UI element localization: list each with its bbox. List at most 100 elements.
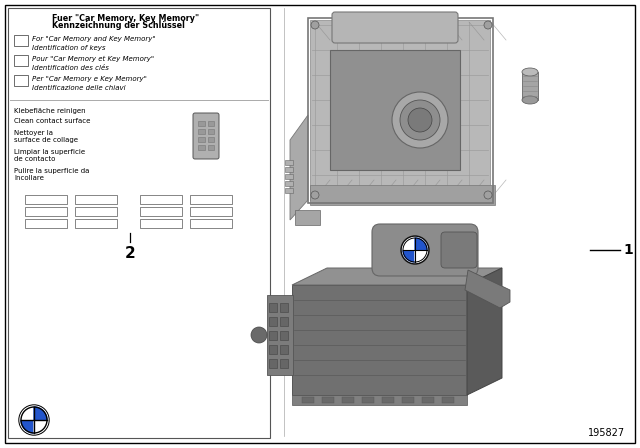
Bar (362, 397, 374, 403)
Bar (382, 397, 394, 403)
Text: 2: 2 (125, 246, 136, 261)
Wedge shape (34, 420, 47, 433)
Bar (190, 207, 232, 216)
Bar (308, 18, 493, 203)
Bar (280, 331, 288, 340)
Ellipse shape (522, 68, 538, 76)
Bar (285, 167, 293, 172)
FancyBboxPatch shape (193, 113, 219, 159)
Bar (140, 207, 182, 216)
Wedge shape (21, 407, 34, 420)
Bar (25, 207, 67, 216)
Text: 195827: 195827 (588, 428, 625, 438)
Bar (75, 219, 117, 228)
Bar (14, 35, 28, 46)
Text: Nettoyer la: Nettoyer la (14, 130, 53, 136)
Bar (25, 219, 67, 228)
Polygon shape (290, 115, 308, 220)
Circle shape (19, 405, 49, 435)
Text: Clean contact surface: Clean contact surface (14, 118, 90, 124)
Bar (285, 160, 293, 165)
Polygon shape (467, 268, 502, 395)
Bar (267, 295, 293, 375)
Text: For "Car Memory and Key Memory"
Identification of keys: For "Car Memory and Key Memory" Identifi… (32, 36, 156, 51)
Circle shape (20, 406, 48, 434)
Text: Per "Car Memory e Key Memory"
Identificazione delle chiavi: Per "Car Memory e Key Memory" Identifica… (32, 76, 147, 90)
Circle shape (392, 92, 448, 148)
Circle shape (401, 236, 429, 264)
Circle shape (484, 191, 492, 199)
Bar (208, 145, 214, 150)
Bar (285, 181, 293, 186)
Bar (198, 129, 205, 134)
Text: Incollare: Incollare (14, 175, 44, 181)
Bar (285, 188, 293, 193)
Bar (322, 397, 334, 403)
Circle shape (251, 327, 267, 343)
Text: Limpiar la superficie: Limpiar la superficie (14, 149, 85, 155)
Polygon shape (295, 210, 320, 225)
Circle shape (408, 108, 432, 132)
Bar (330, 50, 460, 170)
Bar (8, 8, 270, 438)
Bar (14, 55, 28, 66)
Bar (280, 303, 288, 312)
Bar (269, 345, 277, 354)
Circle shape (400, 100, 440, 140)
Text: Klebefläche reinigen: Klebefläche reinigen (14, 108, 86, 114)
Bar (208, 137, 214, 142)
Bar (25, 195, 67, 204)
Wedge shape (403, 250, 415, 262)
Bar (422, 397, 434, 403)
Text: Kennzeichnung der Schlüssel: Kennzeichnung der Schlüssel (52, 21, 185, 30)
Circle shape (484, 21, 492, 29)
Bar (280, 317, 288, 326)
Bar (442, 397, 454, 403)
Ellipse shape (522, 96, 538, 104)
Bar (269, 317, 277, 326)
Bar (208, 121, 214, 126)
Wedge shape (34, 407, 47, 420)
Text: 1: 1 (623, 243, 633, 257)
Bar (402, 397, 414, 403)
Bar (280, 359, 288, 368)
Bar (14, 75, 28, 86)
Polygon shape (292, 285, 467, 395)
Wedge shape (21, 420, 34, 433)
Bar (140, 219, 182, 228)
Bar (280, 345, 288, 354)
Polygon shape (292, 268, 502, 285)
Text: Pulire la superficie da: Pulire la superficie da (14, 168, 90, 174)
Text: de contacto: de contacto (14, 156, 56, 162)
Polygon shape (465, 270, 510, 308)
Bar (75, 195, 117, 204)
Bar (190, 195, 232, 204)
Wedge shape (415, 250, 427, 262)
Bar (285, 174, 293, 179)
Bar (75, 207, 117, 216)
Polygon shape (310, 20, 490, 200)
Bar (198, 145, 205, 150)
Bar (140, 195, 182, 204)
Bar (198, 137, 205, 142)
Wedge shape (415, 238, 427, 250)
Bar (269, 359, 277, 368)
Bar (342, 397, 354, 403)
Bar (198, 121, 205, 126)
FancyBboxPatch shape (332, 12, 458, 43)
Bar (269, 331, 277, 340)
Bar (302, 397, 314, 403)
FancyBboxPatch shape (441, 232, 477, 268)
Bar (522, 72, 538, 100)
Bar (190, 219, 232, 228)
FancyBboxPatch shape (372, 224, 478, 276)
Text: Fuer "Car Memory, Key Memory": Fuer "Car Memory, Key Memory" (52, 14, 199, 23)
Bar (269, 303, 277, 312)
Circle shape (311, 21, 319, 29)
Circle shape (403, 237, 428, 263)
Circle shape (311, 191, 319, 199)
Bar (208, 129, 214, 134)
Wedge shape (403, 238, 415, 250)
Text: Pour "Car Memory et Key Memory"
Identification des clés: Pour "Car Memory et Key Memory" Identifi… (32, 56, 154, 71)
Text: surface de collage: surface de collage (14, 137, 78, 143)
